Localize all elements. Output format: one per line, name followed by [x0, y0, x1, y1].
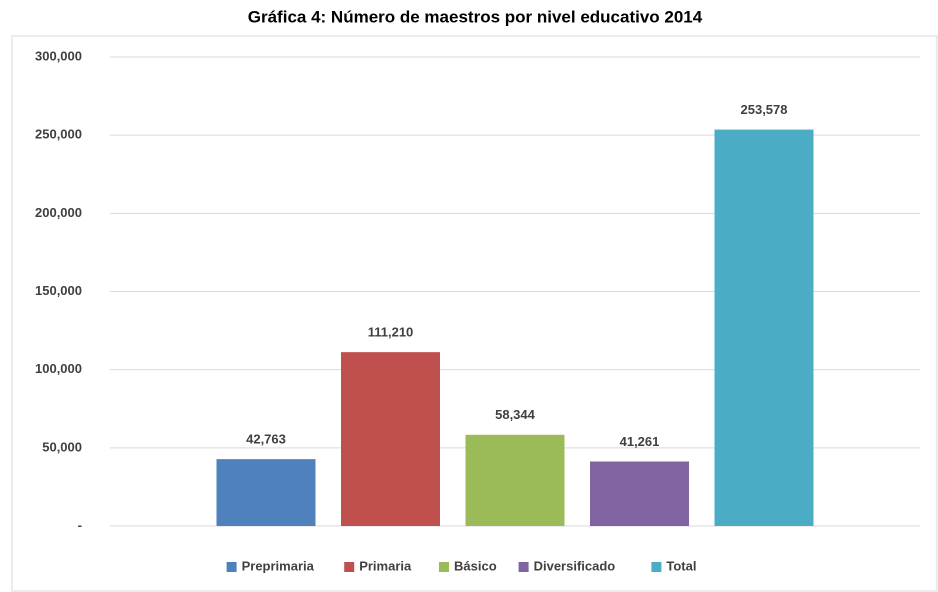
data-label: 42,763: [246, 432, 286, 447]
bar: [216, 459, 316, 526]
legend-swatch: [226, 562, 237, 572]
legend-label: Básico: [454, 558, 497, 573]
legend-swatch: [439, 562, 449, 572]
legend-swatch: [651, 562, 662, 572]
y-tick-label: 150,000: [35, 283, 82, 298]
bar: [590, 461, 689, 526]
chart-title: Gráfica 4: Número de maestros por nivel …: [248, 7, 703, 26]
y-tick-label: 50,000: [42, 439, 82, 454]
legend-label: Diversificado: [534, 558, 616, 573]
data-label: 41,261: [620, 434, 660, 449]
y-tick-label: 300,000: [35, 48, 82, 63]
legend-label: Primaria: [359, 558, 412, 573]
legend-swatch: [344, 562, 355, 572]
y-tick-label: 100,000: [35, 361, 82, 376]
chart-border: [11, 35, 938, 592]
legend-label: Total: [666, 558, 696, 573]
y-tick-label: 200,000: [35, 205, 82, 220]
data-label: 111,210: [368, 325, 414, 340]
bar: [465, 434, 565, 526]
y-tick-label: 250,000: [35, 127, 82, 142]
data-label: 253,578: [741, 102, 788, 117]
bar: [341, 352, 440, 526]
data-label: 58,344: [495, 407, 536, 422]
bar: [714, 129, 814, 526]
legend-label: Preprimaria: [242, 558, 315, 573]
legend-swatch: [518, 562, 529, 572]
y-tick-label: -: [78, 517, 82, 532]
